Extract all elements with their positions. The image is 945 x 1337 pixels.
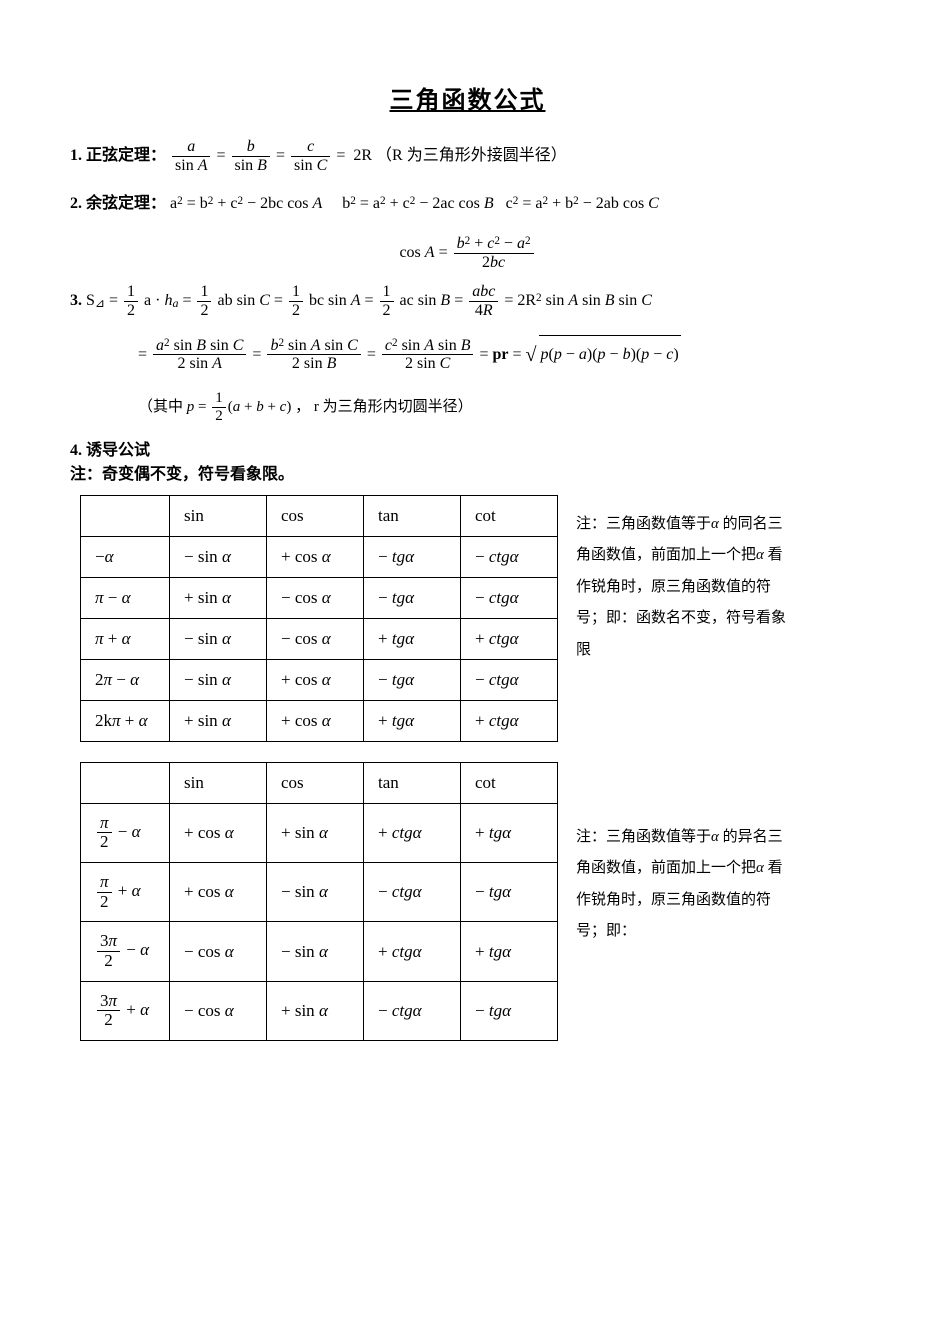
table-col-sin: sin: [170, 495, 267, 536]
table-col-sin: sin: [170, 762, 267, 803]
section-3: 3. S⊿ = 12 a · ha = 12 ab sin C = 12 bc …: [70, 282, 865, 320]
table-cell: − tgα: [461, 862, 558, 921]
table-col-cot: cot: [461, 762, 558, 803]
section-1-label: 1. 正弦定理：: [70, 147, 166, 164]
table-row: 3π2 + α− cos α+ sin α− ctgα− tgα: [81, 981, 558, 1040]
table-cell: − tgα: [364, 577, 461, 618]
table-cell: + tgα: [461, 922, 558, 981]
table1-header-row: sincostancot: [81, 495, 558, 536]
table-row: −α− sin α+ cos α− tgα− ctgα: [81, 536, 558, 577]
table-cell: + cos α: [267, 659, 364, 700]
table-cell: + cos α: [170, 862, 267, 921]
table-cell: + sin α: [267, 803, 364, 862]
table-cell: + cos α: [170, 803, 267, 862]
table-cell: − sin α: [170, 659, 267, 700]
table-cell: + sin α: [267, 981, 364, 1040]
table-cell: − ctgα: [364, 862, 461, 921]
section-3-line2: = a2 sin B sin C2 sin A = b2 sin A sin C…: [138, 331, 865, 379]
table-cell: − sin α: [267, 922, 364, 981]
table-cell: + ctgα: [364, 803, 461, 862]
table-cell: − cos α: [170, 922, 267, 981]
section-3-line3: （其中 p = 12(a + b + c) ， r 为三角形内切圆半径）: [138, 389, 865, 425]
table-cell: − ctgα: [461, 536, 558, 577]
section-4: 4. 诱导公试 注：奇变偶不变，符号看象限。: [70, 439, 865, 487]
table-corner: [81, 762, 170, 803]
table-col-tan: tan: [364, 495, 461, 536]
table-row-arg: 3π2 + α: [81, 981, 170, 1040]
table-cell: − tgα: [461, 981, 558, 1040]
page-title: 三角函数公式: [70, 80, 865, 115]
table-col-tan: tan: [364, 762, 461, 803]
table-row: π2 + α+ cos α− sin α− ctgα− tgα: [81, 862, 558, 921]
table1-sidenote: 注：三角函数值等于α 的同名三角函数值，前面加上一个把α 看作锐角时，原三角函数…: [576, 495, 786, 667]
table-row-arg: −α: [81, 536, 170, 577]
table-cell: − tgα: [364, 659, 461, 700]
table-row-arg: π2 − α: [81, 803, 170, 862]
section-3-line1: S⊿ = 12 a · ha = 12 ab sin C = 12 bc sin…: [86, 292, 652, 309]
table-col-cot: cot: [461, 495, 558, 536]
table2-wrap: sincostancot π2 − α+ cos α+ sin α+ ctgα+…: [70, 762, 865, 1042]
table-cell: − cos α: [267, 577, 364, 618]
table-corner: [81, 495, 170, 536]
section-2-line1: a2 = b2 + c2 − 2bc cos A b2 = a2 + c2 − …: [170, 195, 659, 212]
table-row: π − α+ sin α− cos α− tgα− ctgα: [81, 577, 558, 618]
table-cell: − sin α: [267, 862, 364, 921]
table1-body: −α− sin α+ cos α− tgα− ctgαπ − α+ sin α−…: [81, 536, 558, 741]
section-1-note: （R 为三角形外接圆半径）: [376, 147, 567, 164]
table-col-cos: cos: [267, 762, 364, 803]
table-row: 2kπ + α+ sin α+ cos α+ tgα+ ctgα: [81, 700, 558, 741]
section-1: 1. 正弦定理： asin A = bsin B = csin C = 2R （…: [70, 137, 865, 175]
table2-body: π2 − α+ cos α+ sin α+ ctgα+ tgαπ2 + α+ c…: [81, 803, 558, 1041]
table-cell: + cos α: [267, 700, 364, 741]
table-cell: + sin α: [170, 700, 267, 741]
section-3-label: 3.: [70, 292, 86, 309]
table-cell: + ctgα: [364, 922, 461, 981]
table-cell: + sin α: [170, 577, 267, 618]
table-row-arg: π − α: [81, 577, 170, 618]
section-4-sublabel: 注：奇变偶不变，符号看象限。: [70, 466, 294, 483]
section-1-formula: asin A = bsin B = csin C = 2R: [170, 147, 376, 164]
table-cell: + tgα: [364, 700, 461, 741]
table-row: π2 − α+ cos α+ sin α+ ctgα+ tgα: [81, 803, 558, 862]
induction-table-1: sincostancot −α− sin α+ cos α− tgα− ctgα…: [80, 495, 558, 742]
table1-wrap: sincostancot −α− sin α+ cos α− tgα− ctgα…: [70, 495, 865, 742]
section-2: 2. 余弦定理： a2 = b2 + c2 − 2bc cos A b2 = a…: [70, 185, 865, 223]
table2-header-row: sincostancot: [81, 762, 558, 803]
table-col-cos: cos: [267, 495, 364, 536]
table-cell: + tgα: [364, 618, 461, 659]
table-cell: − sin α: [170, 536, 267, 577]
table-row-arg: 3π2 − α: [81, 922, 170, 981]
section-2-label: 2. 余弦定理：: [70, 195, 166, 212]
table2-sidenote: 注：三角函数值等于α 的异名三角函数值，前面加上一个把α 看作锐角时，原三角函数…: [576, 762, 786, 948]
induction-table-2: sincostancot π2 − α+ cos α+ sin α+ ctgα+…: [80, 762, 558, 1042]
table-cell: − ctgα: [461, 577, 558, 618]
table-row-arg: π + α: [81, 618, 170, 659]
table-cell: − cos α: [267, 618, 364, 659]
table-cell: + ctgα: [461, 618, 558, 659]
table-row: π + α− sin α− cos α+ tgα+ ctgα: [81, 618, 558, 659]
table-cell: − tgα: [364, 536, 461, 577]
page: 三角函数公式 1. 正弦定理： asin A = bsin B = csin C…: [0, 0, 945, 1337]
table-row-arg: π2 + α: [81, 862, 170, 921]
table-cell: + cos α: [267, 536, 364, 577]
table-cell: − cos α: [170, 981, 267, 1040]
table-row-arg: 2kπ + α: [81, 700, 170, 741]
table-row: 3π2 − α− cos α− sin α+ ctgα+ tgα: [81, 922, 558, 981]
table-cell: − sin α: [170, 618, 267, 659]
table-cell: − ctgα: [461, 659, 558, 700]
section-4-label: 4. 诱导公试: [70, 442, 150, 459]
table-row-arg: 2π − α: [81, 659, 170, 700]
section-2-line2: cos A = b2 + c2 − a22bc: [70, 234, 865, 272]
table-row: 2π − α− sin α+ cos α− tgα− ctgα: [81, 659, 558, 700]
table-cell: + ctgα: [461, 700, 558, 741]
table-cell: + tgα: [461, 803, 558, 862]
table-cell: − ctgα: [364, 981, 461, 1040]
